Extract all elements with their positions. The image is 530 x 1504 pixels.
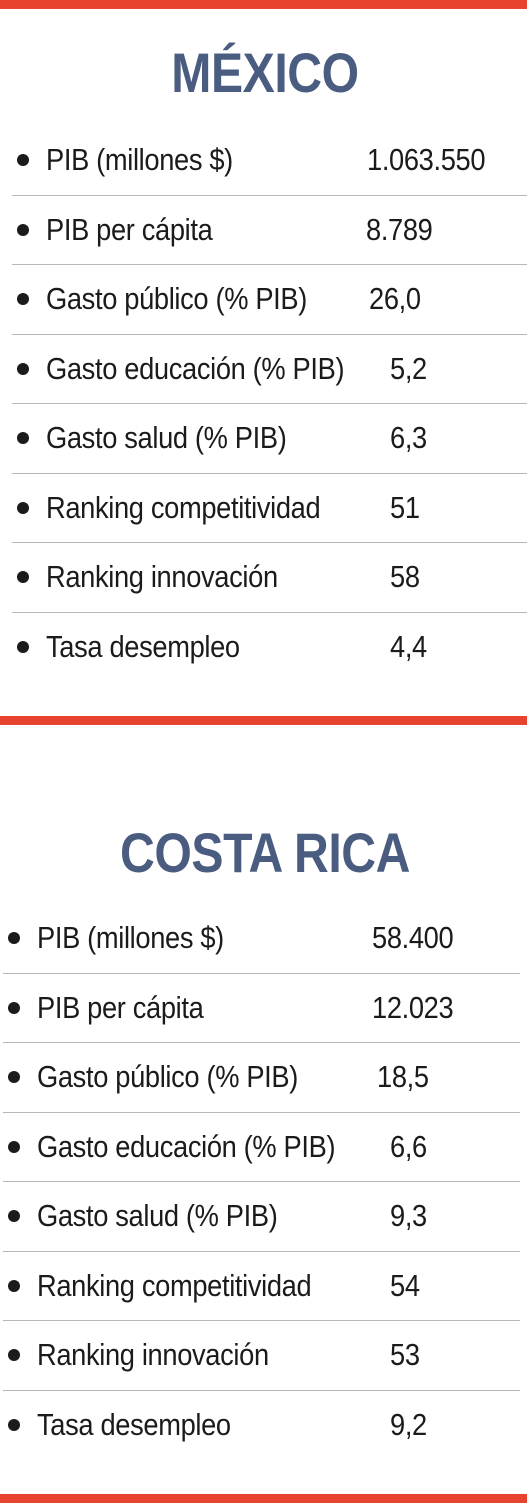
bullet-icon — [8, 1001, 20, 1014]
bottom-accent-bar — [0, 1494, 527, 1503]
stat-value: 58.400 — [372, 920, 454, 955]
list-item: PIB (millones $) 1.063.550 — [12, 126, 527, 196]
list-item: Gasto público (% PIB) 18,5 — [3, 1043, 520, 1113]
stat-label: Tasa desempleo — [37, 1406, 231, 1442]
bullet-icon — [17, 432, 29, 444]
stat-label: Gasto público (% PIB) — [37, 1059, 298, 1094]
bullet-icon — [17, 640, 29, 653]
stat-value: 5,2 — [390, 350, 427, 386]
list-item: Gasto público (% PIB) 26,0 — [12, 265, 527, 335]
stat-value: 6,3 — [390, 420, 427, 455]
bullet-icon — [8, 1418, 20, 1431]
bullet-icon — [8, 1210, 20, 1222]
list-item: PIB per cápita 12.023 — [3, 974, 520, 1043]
mexico-title: MÉXICO — [171, 41, 359, 104]
bullet-icon — [8, 1349, 20, 1361]
stat-value: 8.789 — [366, 211, 433, 247]
section-divider-bar — [0, 716, 527, 725]
mexico-stats-list: PIB (millones $) 1.063.550 PIB per cápit… — [12, 126, 527, 681]
stat-value: 26,0 — [369, 281, 421, 316]
list-item: Ranking innovación 58 — [12, 543, 527, 613]
list-item: Ranking competitividad 54 — [3, 1252, 520, 1321]
stat-value: 53 — [390, 1337, 420, 1372]
stat-value: 58 — [390, 559, 420, 594]
stat-label: PIB (millones $) — [46, 142, 233, 177]
stat-value: 9,2 — [390, 1406, 427, 1442]
list-item: Gasto educación (% PIB) 5,2 — [12, 335, 527, 404]
list-item: Tasa desempleo 4,4 — [12, 613, 527, 682]
list-item: Gasto salud (% PIB) 9,3 — [3, 1182, 520, 1252]
stat-value: 6,6 — [390, 1128, 427, 1164]
stat-label: Ranking competitividad — [46, 489, 321, 525]
bullet-icon — [17, 501, 29, 514]
bullet-icon — [17, 362, 29, 375]
stat-label: Gasto educación (% PIB) — [46, 350, 345, 386]
bullet-icon — [8, 932, 20, 944]
stat-label: Gasto salud (% PIB) — [37, 1198, 278, 1233]
stat-label: PIB (millones $) — [37, 920, 224, 955]
list-item: Gasto salud (% PIB) 6,3 — [12, 404, 527, 474]
stat-label: Tasa desempleo — [46, 628, 240, 664]
list-item: Gasto educación (% PIB) 6,6 — [3, 1113, 520, 1182]
stat-value: 54 — [390, 1267, 420, 1303]
bullet-icon — [17, 293, 29, 305]
list-item: Ranking competitividad 51 — [12, 474, 527, 543]
costa-rica-title: COSTA RICA — [119, 821, 411, 884]
list-item: PIB per cápita 8.789 — [12, 196, 527, 265]
stat-value: 18,5 — [377, 1059, 429, 1094]
list-item: Tasa desempleo 9,2 — [3, 1391, 520, 1460]
bullet-icon — [17, 571, 29, 583]
top-accent-bar — [0, 0, 527, 9]
stat-label: PIB per cápita — [37, 989, 204, 1025]
stat-label: Ranking innovación — [46, 559, 278, 594]
mexico-panel: MÉXICO PIB (millones $) 1.063.550 PIB pe… — [0, 40, 530, 681]
stat-label: Ranking competitividad — [37, 1267, 312, 1303]
stat-label: PIB per cápita — [46, 211, 213, 247]
list-item: PIB (millones $) 58.400 — [3, 904, 520, 974]
bullet-icon — [8, 1071, 20, 1083]
stat-value: 4,4 — [390, 628, 427, 664]
stat-label: Gasto educación (% PIB) — [37, 1128, 336, 1164]
costa-rica-stats-list: PIB (millones $) 58.400 PIB per cápita 1… — [3, 904, 520, 1459]
stat-label: Gasto público (% PIB) — [46, 281, 307, 316]
stat-label: Gasto salud (% PIB) — [46, 420, 287, 455]
list-item: Ranking innovación 53 — [3, 1321, 520, 1391]
bullet-icon — [17, 154, 29, 166]
bullet-icon — [17, 223, 29, 236]
bullet-icon — [8, 1279, 20, 1292]
stat-value: 51 — [390, 489, 420, 525]
stat-value: 1.063.550 — [367, 142, 486, 177]
bullet-icon — [8, 1140, 20, 1153]
stat-label: Ranking innovación — [37, 1337, 269, 1372]
stat-value: 12.023 — [372, 989, 454, 1025]
costa-rica-panel: COSTA RICA PIB (millones $) 58.400 PIB p… — [0, 820, 530, 1459]
stat-value: 9,3 — [390, 1198, 427, 1233]
